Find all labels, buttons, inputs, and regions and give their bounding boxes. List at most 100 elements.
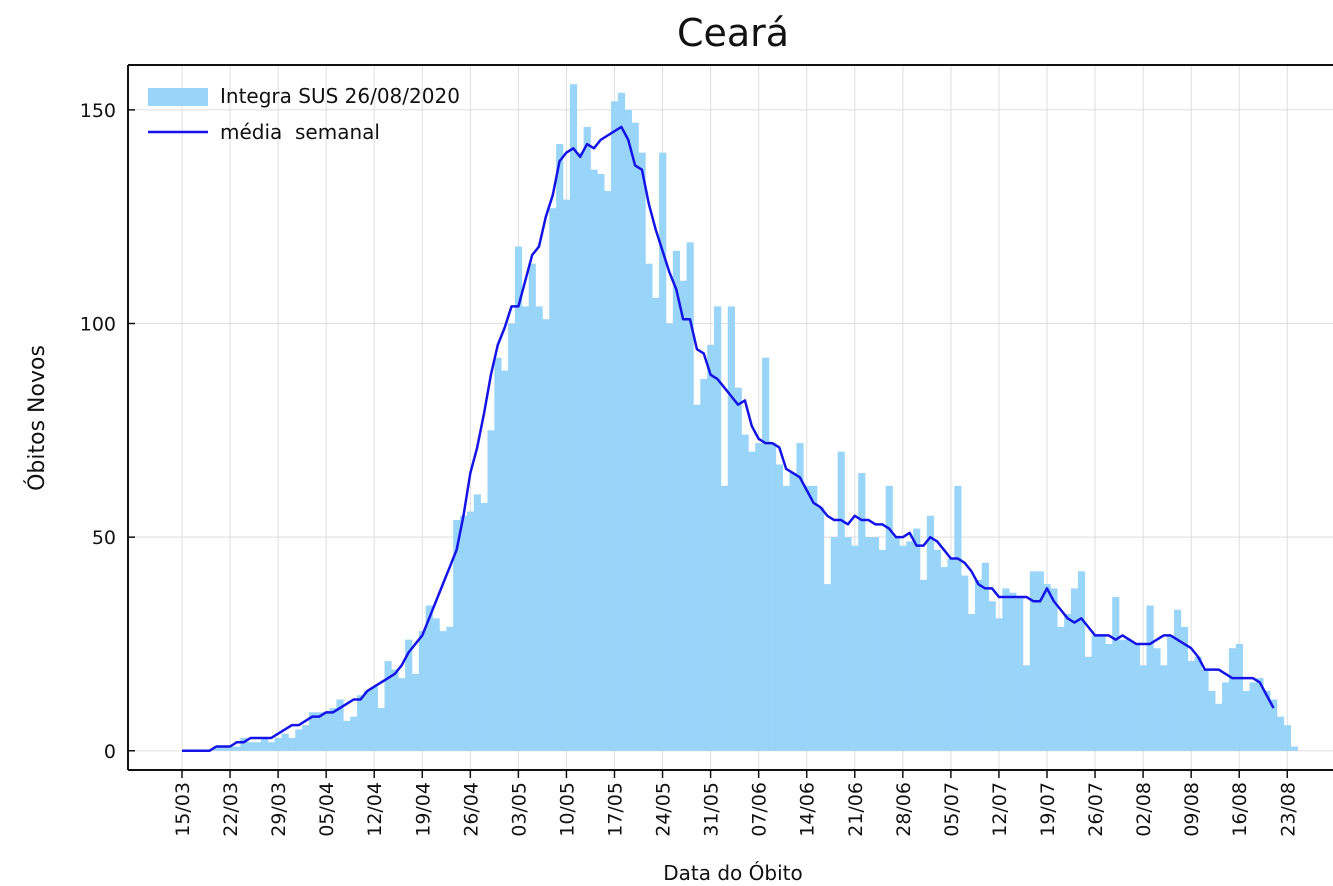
bar	[748, 451, 756, 751]
x-tick-label: 10/05	[556, 782, 578, 837]
bar	[1263, 690, 1271, 751]
bar	[885, 485, 893, 751]
bar	[878, 549, 886, 751]
bar	[659, 152, 667, 751]
bar	[1105, 643, 1113, 751]
bar	[295, 729, 303, 751]
bar	[439, 631, 447, 751]
bar	[274, 737, 282, 751]
bar	[1071, 588, 1079, 751]
bar	[384, 661, 392, 751]
bar	[1125, 639, 1134, 751]
y-tick-label: 100	[80, 314, 116, 336]
bar	[267, 742, 275, 751]
bar	[212, 746, 221, 751]
bar	[844, 537, 852, 751]
bar	[1036, 571, 1044, 751]
bar	[583, 126, 591, 751]
bar	[1256, 678, 1264, 751]
bar	[1139, 665, 1147, 751]
x-tick-label: 26/04	[460, 782, 482, 837]
bar	[425, 605, 433, 751]
bar	[1077, 571, 1086, 751]
bar	[363, 690, 372, 751]
bar	[906, 541, 914, 751]
bar	[1290, 746, 1298, 751]
bar	[590, 169, 598, 751]
bar	[1153, 648, 1161, 751]
bar	[1167, 635, 1175, 751]
bar	[1091, 635, 1099, 751]
bar	[672, 250, 681, 751]
bar	[1119, 639, 1127, 751]
bar	[686, 242, 694, 751]
y-tick-label: 50	[92, 527, 116, 549]
bar	[995, 618, 1003, 751]
bar	[865, 537, 873, 751]
bar	[1009, 592, 1017, 751]
bar	[940, 567, 948, 751]
bar	[652, 297, 660, 751]
x-axis-label: Data do Óbito	[663, 861, 802, 885]
bar	[521, 306, 529, 751]
bar	[391, 669, 399, 751]
bar	[466, 511, 475, 751]
bar	[1084, 656, 1092, 751]
bar	[1016, 596, 1024, 751]
x-tick-label: 23/08	[1277, 782, 1299, 837]
bar	[1029, 571, 1037, 751]
bar	[1132, 643, 1140, 751]
bar	[734, 387, 742, 751]
bar	[528, 263, 536, 751]
bar	[926, 515, 935, 751]
chart-title: Ceará	[677, 11, 789, 55]
bar	[350, 716, 358, 751]
bar	[803, 485, 811, 751]
x-tick-label: 12/07	[989, 782, 1011, 837]
bar	[981, 562, 989, 751]
bar	[624, 109, 632, 751]
bar	[631, 122, 639, 751]
bar	[1235, 643, 1243, 751]
x-tick-label: 14/06	[797, 782, 819, 837]
bar	[899, 545, 907, 751]
bar	[679, 280, 687, 751]
x-tick-label: 26/07	[1085, 782, 1107, 837]
x-tick-label: 29/03	[268, 782, 290, 837]
bar	[1057, 626, 1065, 751]
bar	[569, 84, 578, 751]
x-tick-label: 28/06	[893, 782, 915, 837]
bar	[336, 699, 344, 751]
bar	[418, 631, 427, 751]
x-tick-label: 16/08	[1229, 782, 1251, 837]
bar	[501, 370, 509, 751]
bar	[604, 191, 612, 751]
bar	[1112, 596, 1120, 751]
bar	[1270, 699, 1278, 751]
x-tick-label: 24/05	[653, 782, 675, 837]
x-tick-label: 19/04	[412, 782, 434, 837]
bar	[611, 101, 619, 751]
bar	[858, 473, 866, 751]
bar	[1098, 635, 1106, 751]
bar	[817, 507, 825, 751]
bar	[233, 746, 241, 751]
bar	[789, 473, 797, 751]
x-tick-label: 07/06	[749, 782, 771, 837]
bar	[260, 737, 269, 751]
bar	[968, 614, 976, 751]
x-tick-label: 12/04	[364, 782, 386, 837]
bar	[830, 537, 838, 751]
bar	[514, 246, 523, 751]
y-axis-label: Óbitos Novos	[24, 345, 50, 491]
bar	[638, 152, 646, 751]
bar	[762, 357, 770, 751]
line	[182, 125, 1275, 753]
bar	[1064, 614, 1072, 751]
bar	[1173, 609, 1182, 751]
bar	[309, 712, 317, 751]
bar	[1228, 648, 1237, 751]
marks	[182, 84, 1298, 753]
bar	[665, 323, 674, 751]
